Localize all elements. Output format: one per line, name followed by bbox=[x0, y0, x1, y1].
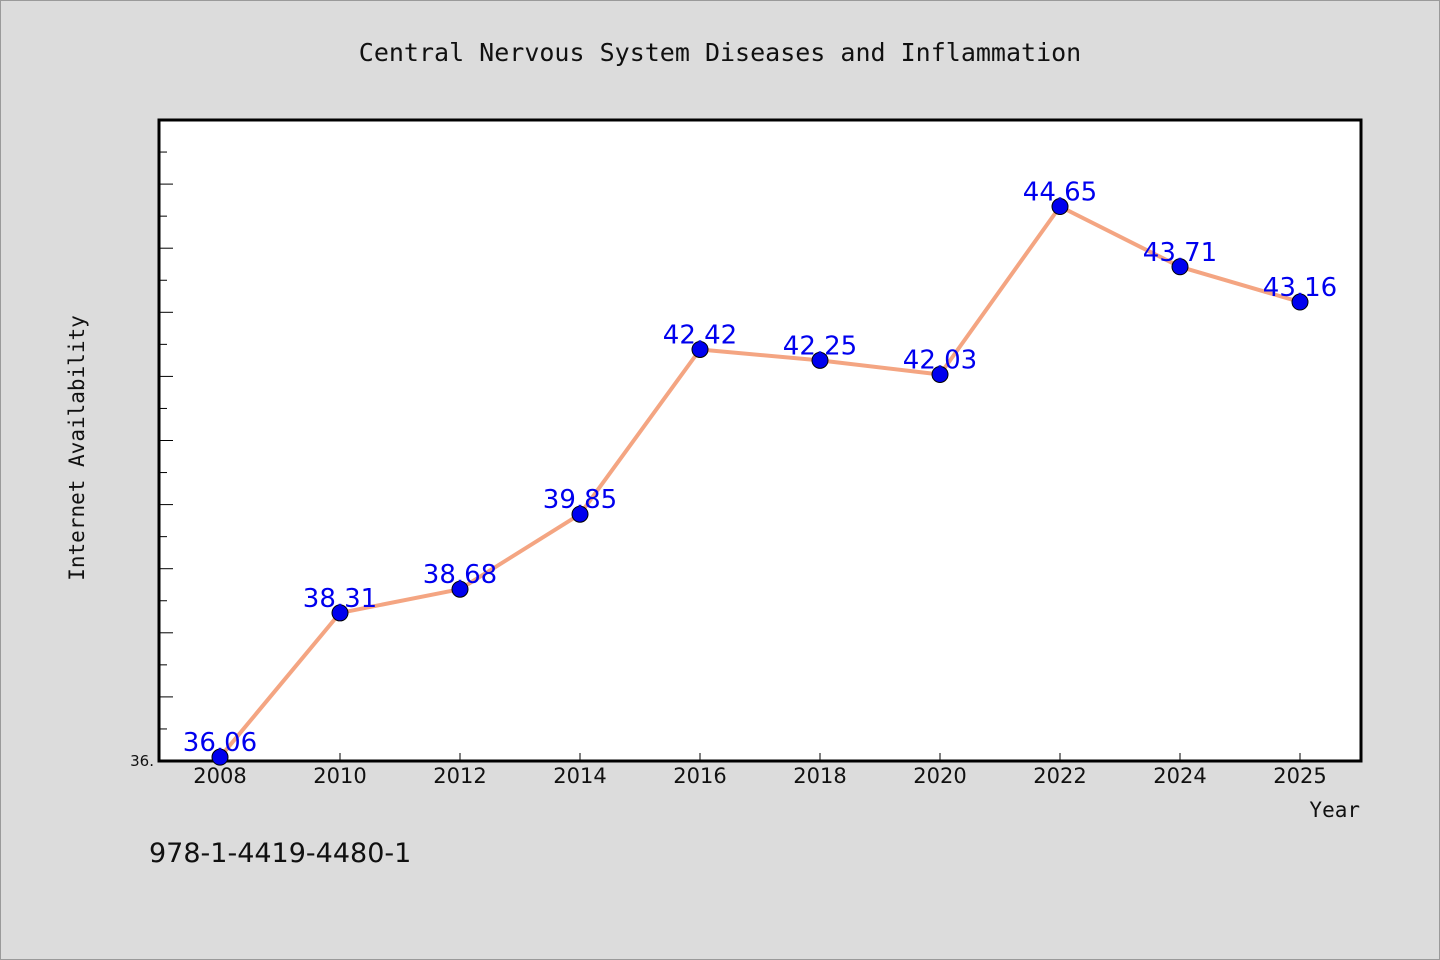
x-tick-label: 2016 bbox=[673, 764, 726, 788]
x-tick-label: 2022 bbox=[1033, 764, 1086, 788]
data-point bbox=[331, 604, 349, 622]
x-tick-label: 2014 bbox=[553, 764, 606, 788]
data-label: 38.31 bbox=[303, 584, 377, 614]
data-label: 36.06 bbox=[183, 728, 257, 758]
data-label: 38.68 bbox=[423, 560, 497, 590]
series-line bbox=[218, 204, 1301, 759]
data-label: 42.25 bbox=[783, 331, 857, 361]
data-point bbox=[451, 580, 469, 598]
x-tick-label: 2018 bbox=[793, 764, 846, 788]
data-label: 42.42 bbox=[663, 320, 737, 350]
y-axis-ticks bbox=[159, 119, 173, 762]
data-label: 39.85 bbox=[543, 485, 617, 515]
data-labels: 36.06 38.31 38.68 39.85 42.42 42.25 42.03 44.65… bbox=[183, 178, 1337, 759]
footer-text: 978-1-4419-4480-1 bbox=[149, 838, 411, 869]
data-point bbox=[571, 505, 589, 523]
data-markers bbox=[211, 198, 1309, 766]
data-point bbox=[691, 340, 709, 358]
data-point bbox=[1291, 293, 1309, 311]
data-point bbox=[931, 365, 949, 383]
data-point bbox=[211, 748, 229, 766]
x-tick-label: 2024 bbox=[1153, 764, 1206, 788]
x-axis-ticks: 2008 2010 2012 2014 2016 2018 2020 2022 2024 2025 bbox=[193, 753, 1327, 788]
data-point bbox=[1051, 198, 1069, 216]
x-tick-label: 2008 bbox=[193, 764, 246, 788]
x-axis-label: Year bbox=[1309, 798, 1360, 822]
plot-area bbox=[157, 118, 1363, 763]
x-tick-label: 2025 bbox=[1273, 764, 1326, 788]
x-tick-label: 2012 bbox=[433, 764, 486, 788]
data-point bbox=[811, 351, 829, 369]
y-tick-label: 36. bbox=[130, 752, 154, 770]
data-label: 42.03 bbox=[903, 345, 977, 375]
x-tick-label: 2010 bbox=[313, 764, 366, 788]
data-label: 44.65 bbox=[1023, 178, 1097, 208]
data-label: 43.71 bbox=[1143, 238, 1217, 268]
data-point bbox=[1171, 258, 1189, 276]
y-axis-label: Internet Availability bbox=[65, 315, 89, 581]
chart-title: Central Nervous System Diseases and Infl… bbox=[359, 38, 1081, 67]
data-label: 43.16 bbox=[1263, 273, 1337, 303]
x-tick-label: 2020 bbox=[913, 764, 966, 788]
